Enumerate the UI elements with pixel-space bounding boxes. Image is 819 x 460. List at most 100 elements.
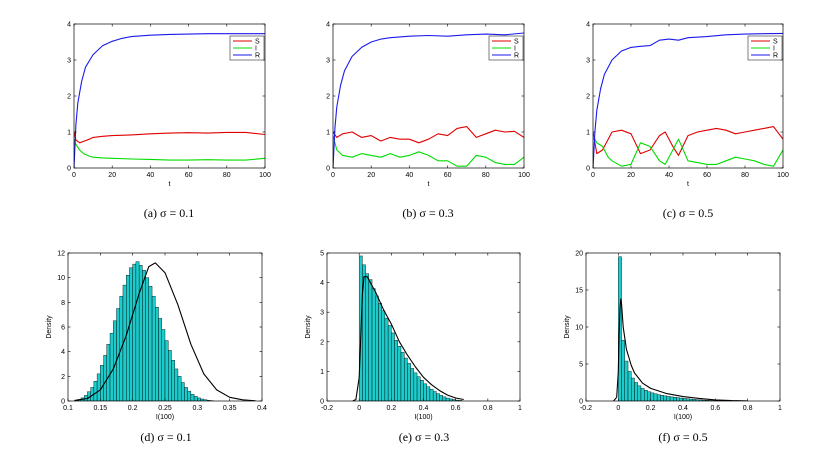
hist-bar (637, 385, 642, 401)
plot-content (593, 32, 783, 168)
x-tick-label: 100 (777, 172, 789, 179)
hist-bar (151, 295, 156, 401)
x-tick-label: 20 (108, 172, 116, 179)
hist-bar (679, 397, 684, 401)
panel-caption: (b) σ = 0.3 (402, 206, 453, 220)
x-tick-label: 20 (627, 172, 635, 179)
series-line-R (74, 33, 265, 168)
hist-bar (423, 383, 427, 401)
density-curve (74, 262, 256, 401)
y-tick-label: 0 (320, 399, 324, 406)
series-line-R (593, 32, 783, 168)
x-tick-label: 60 (444, 172, 452, 179)
y-tick-label: 2 (320, 339, 324, 346)
x-tick-label: 100 (259, 172, 271, 179)
hist-bar (445, 397, 450, 401)
x-axis-label: I(100) (414, 414, 432, 421)
hist-bar (168, 350, 172, 401)
hist-bar (184, 387, 188, 401)
x-tick-label: 0 (616, 405, 620, 412)
hist-bar (413, 372, 418, 401)
hist-bar (187, 390, 192, 401)
hist-bar (387, 325, 392, 401)
x-tick-label: 80 (482, 172, 490, 179)
series-line-I (74, 139, 265, 161)
y-tick-label: 1 (320, 369, 324, 376)
hist-bar (621, 340, 626, 401)
hist-bar (407, 363, 411, 401)
hist-bar (404, 357, 408, 401)
hist-bar (397, 346, 402, 401)
hist-bar (381, 310, 386, 401)
hist-bar (410, 368, 415, 401)
x-tick-label: 40 (665, 172, 673, 179)
legend-label-S: S (514, 38, 519, 45)
x-tick-label: 0.35 (223, 405, 237, 412)
x-tick-label: 0.8 (483, 405, 493, 412)
hist-bar (627, 371, 632, 401)
hist-bar (164, 340, 169, 401)
x-tick-label: 0.6 (451, 405, 461, 412)
hist-bar (624, 360, 629, 401)
hist-bar (400, 351, 405, 401)
hist-bar (93, 381, 98, 401)
x-tick-label: 40 (406, 172, 414, 179)
y-tick-label: 1 (67, 130, 71, 137)
y-tick-label: 4 (586, 22, 590, 29)
x-tick-label: 80 (741, 172, 749, 179)
y-tick-label: 10 (575, 325, 583, 332)
plot-content (74, 33, 265, 168)
hist-bar (650, 392, 655, 401)
hist-bar (161, 329, 166, 401)
hist-bar (644, 390, 648, 401)
panel-c: 0 20 40 60 80 100 0 1 2 3 4 t SIR (c) σ = 0.5 (586, 22, 789, 221)
legend-label-R: R (255, 52, 260, 59)
x-axis-label: t (169, 181, 171, 188)
x-tick-label: 0.6 (710, 405, 720, 412)
y-axis-label: Density (564, 315, 571, 339)
hist-bar (177, 376, 182, 401)
panel-d: 0.1 0.15 0.2 0.25 0.3 0.35 0.4 0 2 4 6 8 10 12 I(100) D… (46, 251, 267, 445)
hist-bar (190, 394, 195, 401)
y-tick-label: 0 (61, 399, 65, 406)
x-tick-label: -0.2 (580, 405, 592, 412)
y-tick-label: 6 (61, 325, 65, 332)
hist-bar (416, 376, 421, 401)
hist-bar (142, 270, 146, 401)
hist-bar (145, 277, 150, 401)
hist-bar (426, 386, 431, 401)
legend-label-I: I (255, 45, 257, 52)
hist-bar (653, 393, 658, 401)
x-tick-label: 80 (223, 172, 231, 179)
x-tick-label: 0.2 (128, 405, 138, 412)
hist-bar (631, 377, 635, 401)
hist-bar (132, 263, 137, 401)
hist-bar (125, 275, 130, 401)
plot-area (586, 253, 780, 401)
hist-bar (618, 256, 622, 401)
x-tick-label: 0.8 (743, 405, 753, 412)
plot-area (327, 253, 520, 401)
legend-label-S: S (255, 38, 260, 45)
hist-bar (155, 307, 159, 401)
x-tick-label: 40 (147, 172, 155, 179)
x-tick-label: 0.1 (63, 405, 73, 412)
legend-label-I: I (514, 45, 516, 52)
x-axis-label: t (428, 181, 430, 188)
hist-bar (429, 388, 434, 401)
legend-label-I: I (773, 45, 775, 52)
x-axis-label: I(100) (674, 414, 692, 421)
hist-bar (365, 273, 370, 401)
hist-bar (174, 368, 179, 401)
hist-bar (663, 395, 668, 401)
hist-bar (384, 317, 389, 401)
x-tick-label: 0.4 (419, 405, 429, 412)
hist-bar (96, 373, 101, 401)
panel-caption: (a) σ = 0.1 (144, 206, 195, 220)
series-line-S (333, 126, 524, 144)
density-curve (613, 298, 748, 401)
panel-a: 0 20 40 60 80 100 0 1 2 3 4 t SIR (a) σ = 0.1 (67, 22, 271, 221)
panel-caption: (c) σ = 0.5 (663, 206, 714, 220)
x-tick-label: 60 (185, 172, 193, 179)
panel-caption: (d) σ = 0.1 (140, 430, 191, 444)
